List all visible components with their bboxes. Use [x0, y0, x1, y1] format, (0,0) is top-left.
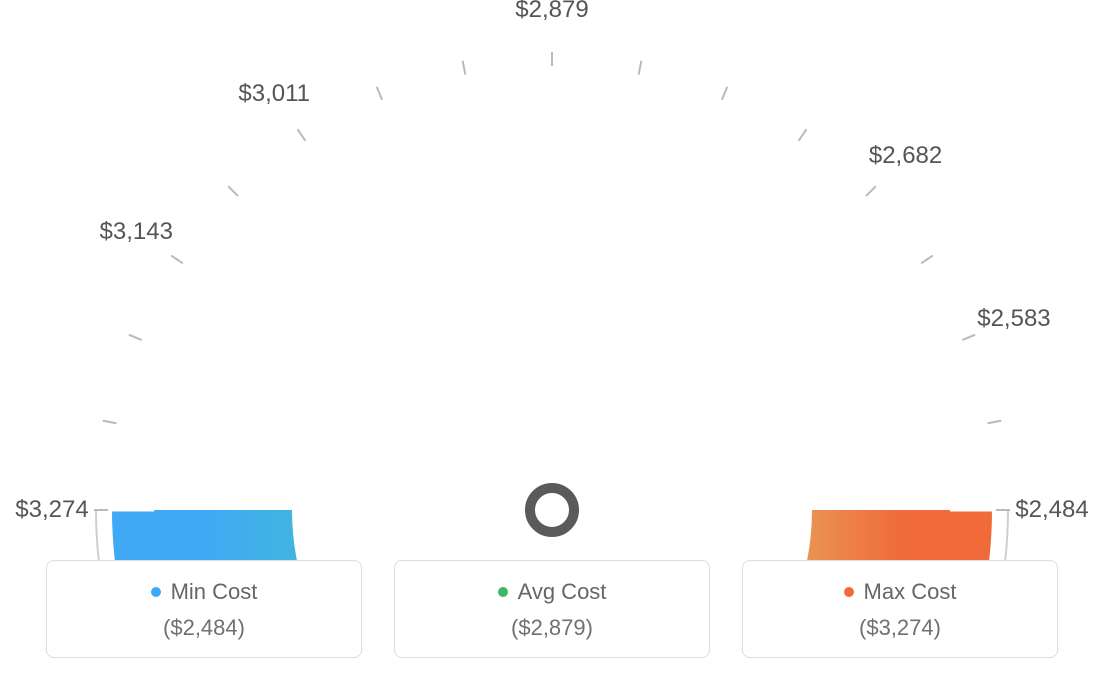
gauge-tick-label: $3,011: [238, 80, 310, 108]
card-title-row: Max Cost: [844, 579, 957, 605]
gauge-chart: $2,484 $2,583 $2,682 $2,879 $3,011 $3,143 $3,2…: [0, 0, 1104, 560]
card-value: ($2,879): [405, 615, 699, 641]
gauge-tick-label: $2,583: [977, 305, 1050, 333]
gauge-tick-label: $2,879: [515, 0, 588, 24]
card-title: Max Cost: [864, 579, 957, 605]
dot-icon: [498, 587, 508, 597]
gauge-tick-label: $3,143: [100, 218, 173, 246]
gauge-svg: [0, 0, 1104, 560]
card-value: ($3,274): [753, 615, 1047, 641]
dot-icon: [844, 587, 854, 597]
legend-cards: Min Cost ($2,484) Avg Cost ($2,879) Max …: [0, 560, 1104, 688]
card-max-cost: Max Cost ($3,274): [742, 560, 1058, 658]
card-avg-cost: Avg Cost ($2,879): [394, 560, 710, 658]
card-value: ($2,484): [57, 615, 351, 641]
card-min-cost: Min Cost ($2,484): [46, 560, 362, 658]
dot-icon: [151, 587, 161, 597]
card-title-row: Min Cost: [151, 579, 258, 605]
card-title: Min Cost: [171, 579, 258, 605]
gauge-tick-label: $2,682: [869, 142, 942, 170]
card-title: Avg Cost: [518, 579, 607, 605]
card-title-row: Avg Cost: [498, 579, 607, 605]
gauge-tick-label: $2,484: [1015, 496, 1088, 524]
gauge-tick-label: $3,274: [15, 496, 88, 524]
